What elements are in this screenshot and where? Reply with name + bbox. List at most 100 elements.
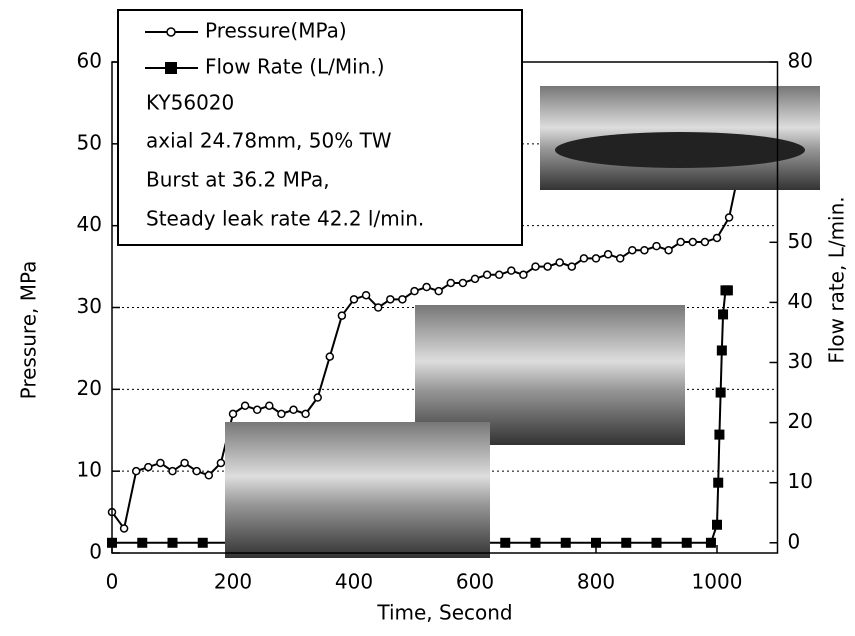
x-tick-label: 200: [214, 570, 252, 594]
point: [252, 405, 262, 415]
point: [349, 295, 359, 304]
point: [470, 274, 480, 284]
point: [676, 237, 685, 247]
y-tick-label: 50: [77, 130, 102, 154]
x-tick-label: 600: [456, 570, 494, 594]
point: [712, 519, 722, 530]
x-tick-label: 0: [106, 570, 119, 594]
point: [621, 537, 632, 548]
point: [458, 278, 468, 288]
annotation: KY56020: [146, 91, 234, 115]
point: [722, 285, 733, 296]
point: [144, 462, 153, 472]
point: [591, 537, 601, 548]
point: [289, 405, 298, 415]
point: [446, 278, 456, 288]
legend-label: Pressure(MPa): [205, 19, 347, 43]
y2-tick-label: 20: [788, 409, 813, 433]
point: [167, 537, 178, 548]
y2-tick-label: 80: [788, 49, 813, 73]
point: [615, 254, 625, 263]
photo-crack: [555, 132, 805, 168]
point: [714, 429, 725, 440]
point: [240, 401, 250, 410]
y2-tick-label: 40: [788, 289, 813, 313]
y-axis-label: Pressure, MPa: [17, 261, 41, 400]
point: [724, 213, 734, 222]
point: [216, 458, 226, 468]
point: [681, 537, 692, 548]
y-tick-label: 60: [77, 49, 102, 73]
point: [137, 537, 148, 548]
photo: [225, 422, 490, 558]
point: [543, 262, 552, 271]
point: [204, 471, 214, 480]
point: [361, 290, 371, 300]
point: [688, 237, 698, 247]
point: [651, 537, 662, 548]
photo: [415, 305, 685, 445]
point: [531, 262, 540, 271]
point: [197, 537, 208, 548]
point: [705, 537, 716, 548]
point: [325, 352, 335, 361]
x-axis-label: Time, Second: [376, 601, 512, 625]
y-tick-label: 30: [77, 294, 102, 318]
annotation: Burst at 36.2 MPa,: [146, 168, 330, 192]
y2-tick-label: 10: [788, 469, 813, 493]
point: [301, 409, 310, 419]
point: [652, 241, 661, 251]
point: [519, 270, 528, 280]
point: [337, 311, 347, 320]
x-tick-label: 800: [577, 570, 615, 594]
y-tick-label: 0: [89, 540, 102, 564]
annotation: Steady leak rate 42.2 l/min.: [146, 207, 424, 231]
point: [265, 401, 274, 410]
point: [555, 258, 564, 267]
point: [228, 409, 238, 419]
legend-marker: [165, 62, 177, 74]
x-tick-label: 1000: [692, 570, 743, 594]
point: [603, 250, 613, 259]
point: [628, 245, 637, 255]
point: [168, 466, 177, 476]
point: [579, 254, 589, 263]
point: [560, 537, 571, 548]
point: [715, 387, 726, 398]
point: [530, 537, 541, 548]
legend-marker: [166, 27, 176, 37]
y2-tick-label: 30: [788, 349, 813, 373]
legend: Pressure(MPa) Flow Rate (L/Min.) KY56020…: [117, 9, 523, 246]
point: [500, 537, 511, 548]
y-tick-label: 40: [77, 212, 102, 236]
legend-label: Flow Rate (L/Min.): [205, 55, 385, 79]
point: [482, 270, 492, 280]
point: [119, 524, 129, 533]
point: [398, 295, 407, 304]
y2-tick-label: 0: [788, 529, 801, 553]
point: [180, 458, 189, 468]
point: [507, 266, 516, 275]
point: [700, 237, 710, 247]
point: [277, 409, 286, 419]
y2-tick-label: 50: [788, 229, 813, 253]
point: [567, 262, 577, 271]
point: [640, 245, 649, 255]
annotation: axial 24.78mm, 50% TW: [146, 129, 392, 153]
legend-box: [117, 9, 523, 246]
point: [664, 245, 673, 255]
y2-axis-label: Flow rate, L/min.: [825, 196, 849, 363]
point: [410, 286, 419, 296]
point: [386, 295, 395, 304]
point: [712, 233, 722, 243]
point: [131, 466, 141, 476]
point: [713, 477, 724, 488]
y-tick-label: 10: [77, 458, 102, 482]
y-tick-label: 20: [77, 376, 102, 400]
point: [373, 303, 383, 312]
point: [718, 309, 729, 320]
x-tick-label: 400: [335, 570, 373, 594]
point: [716, 345, 727, 356]
